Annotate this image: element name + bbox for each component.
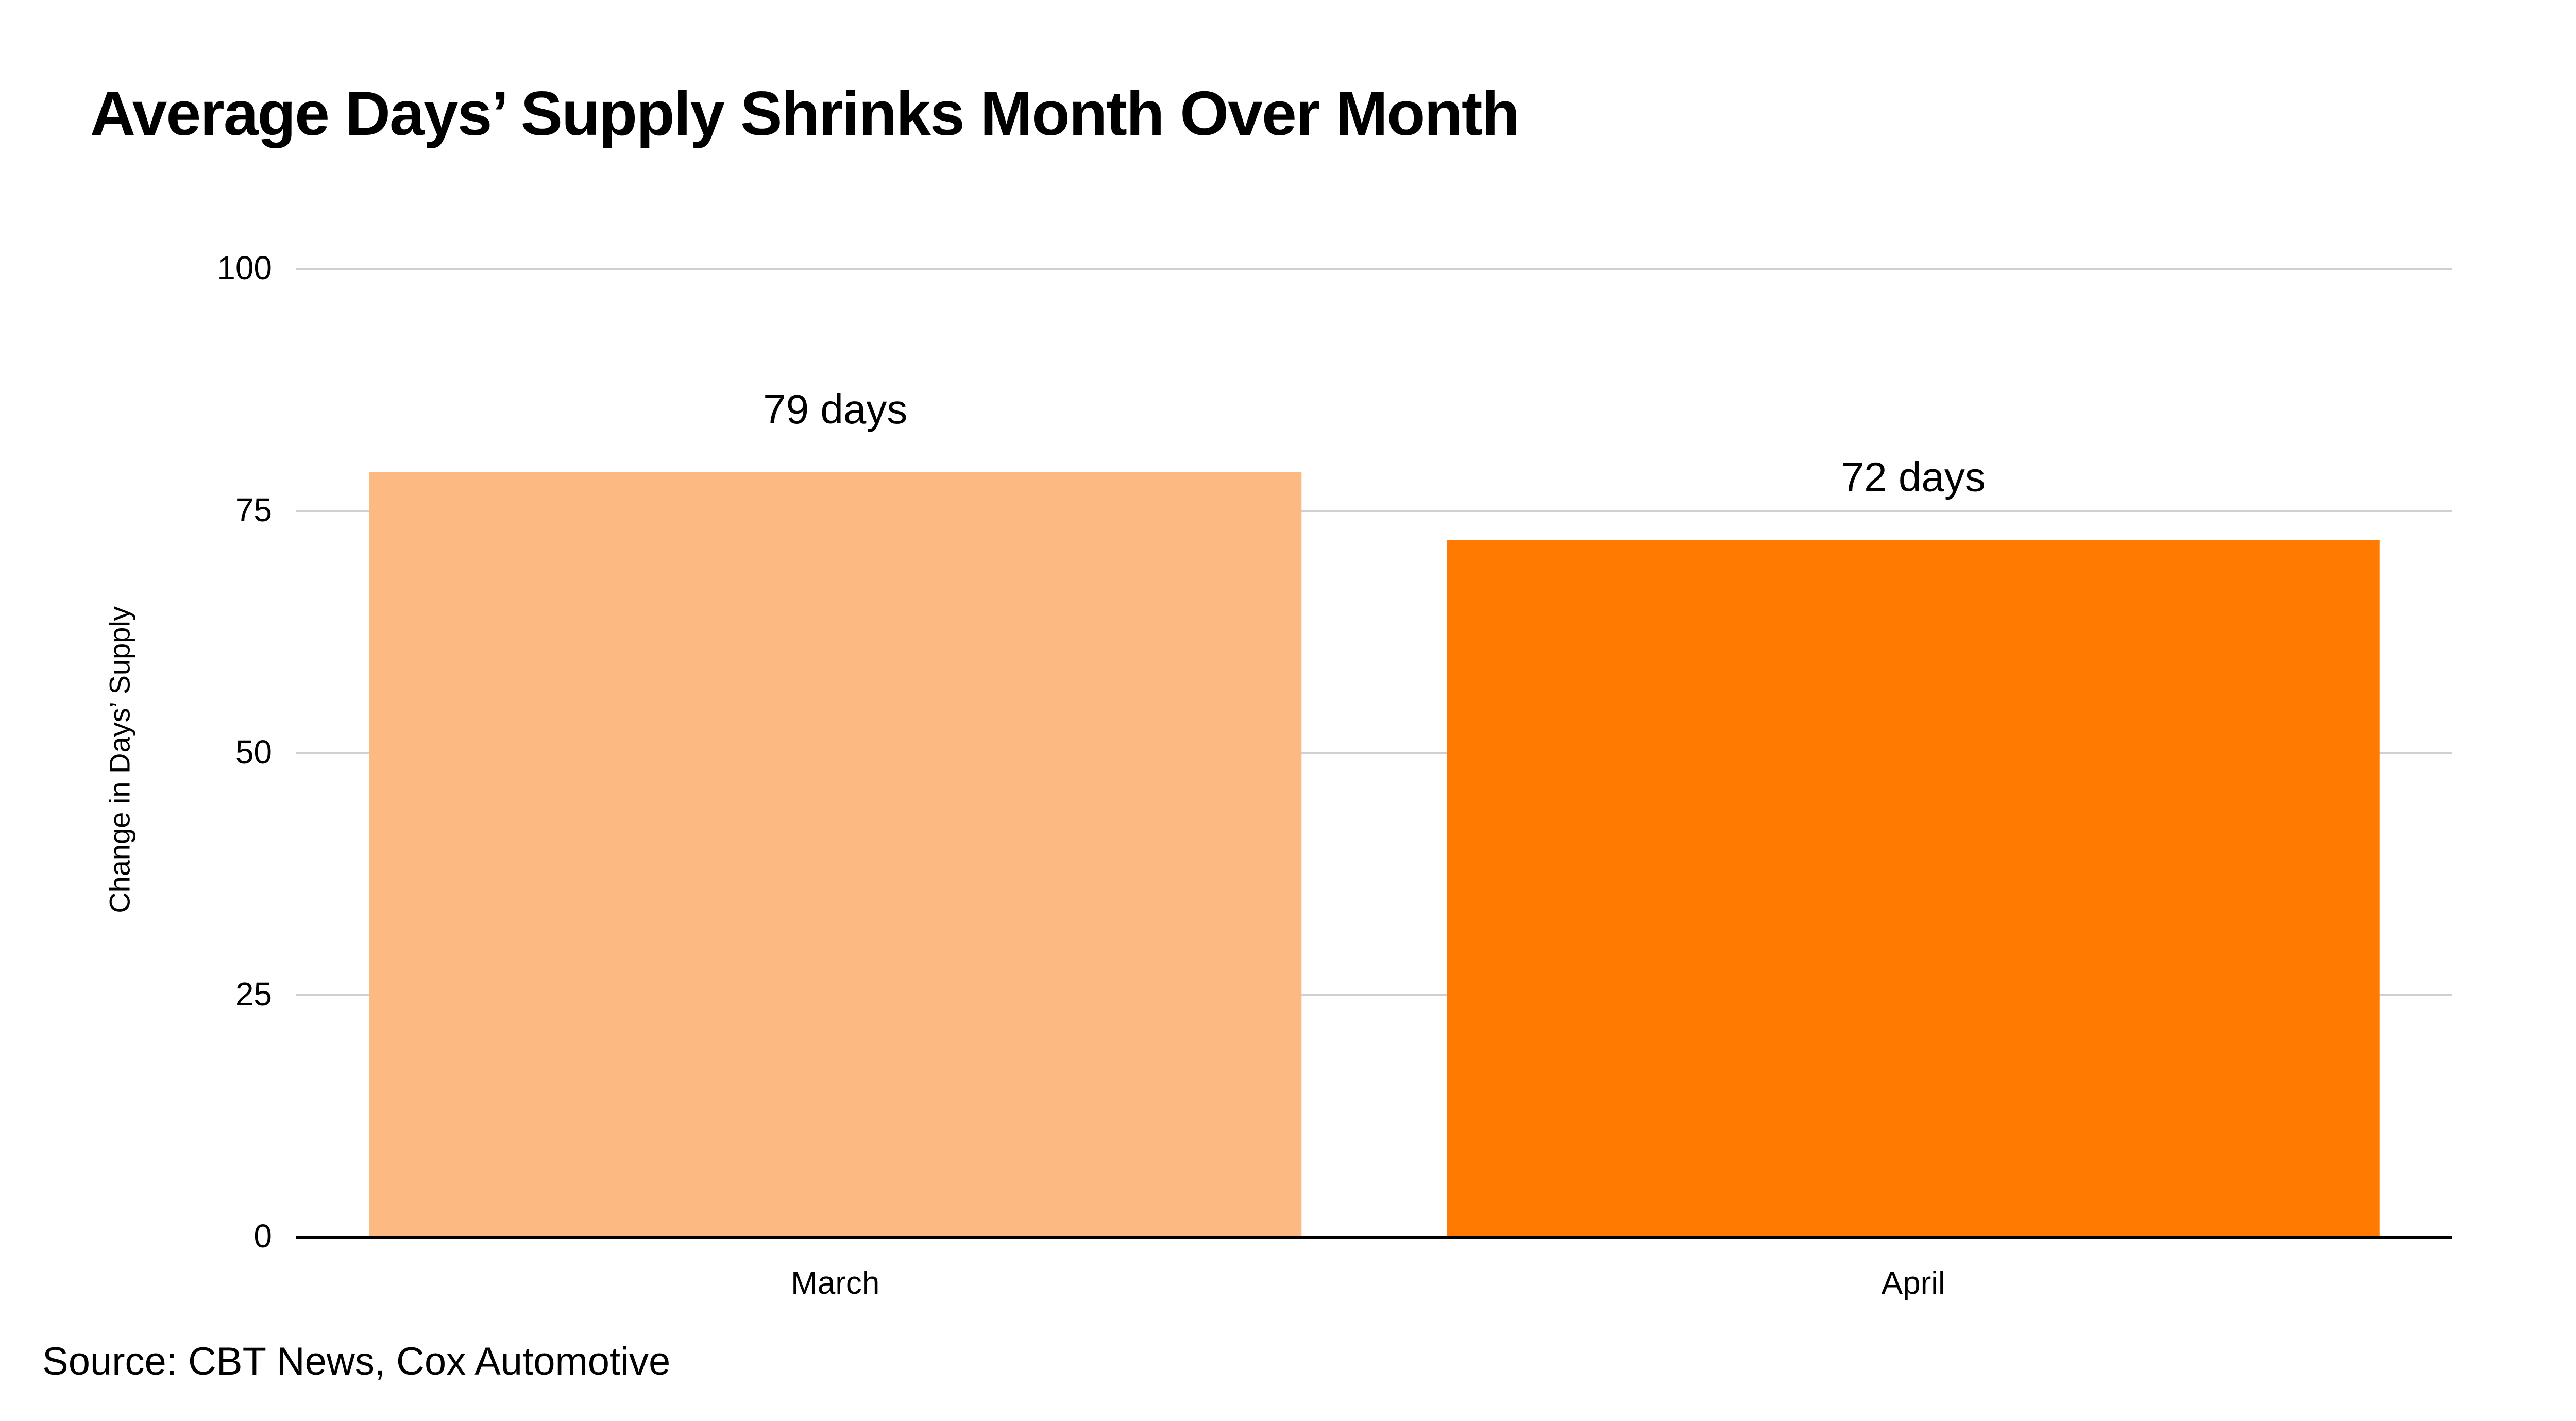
source-note: Source: CBT News, Cox Automotive bbox=[42, 1340, 671, 1383]
y-axis-ticks: 0 25 50 75 100 bbox=[217, 249, 272, 1255]
x-axis-ticks: March April bbox=[791, 1265, 1945, 1301]
bar-april bbox=[1447, 540, 2380, 1237]
y-tick-label: 75 bbox=[235, 491, 272, 528]
x-tick-label: April bbox=[1882, 1265, 1945, 1301]
chart-title: Average Days’ Supply Shrinks Month Over … bbox=[90, 78, 1520, 148]
y-tick-label: 0 bbox=[253, 1218, 272, 1255]
data-label: 72 days bbox=[1841, 454, 1986, 500]
y-axis-label: Change in Days’ Supply bbox=[103, 606, 136, 913]
bars bbox=[369, 472, 2380, 1237]
bar-march bbox=[369, 472, 1302, 1237]
data-labels: 79 days 72 days bbox=[763, 386, 1986, 500]
y-tick-label: 25 bbox=[235, 975, 272, 1013]
y-tick-label: 100 bbox=[217, 249, 272, 286]
y-tick-label: 50 bbox=[235, 733, 272, 771]
data-label: 79 days bbox=[763, 386, 907, 432]
x-tick-label: March bbox=[791, 1265, 879, 1301]
